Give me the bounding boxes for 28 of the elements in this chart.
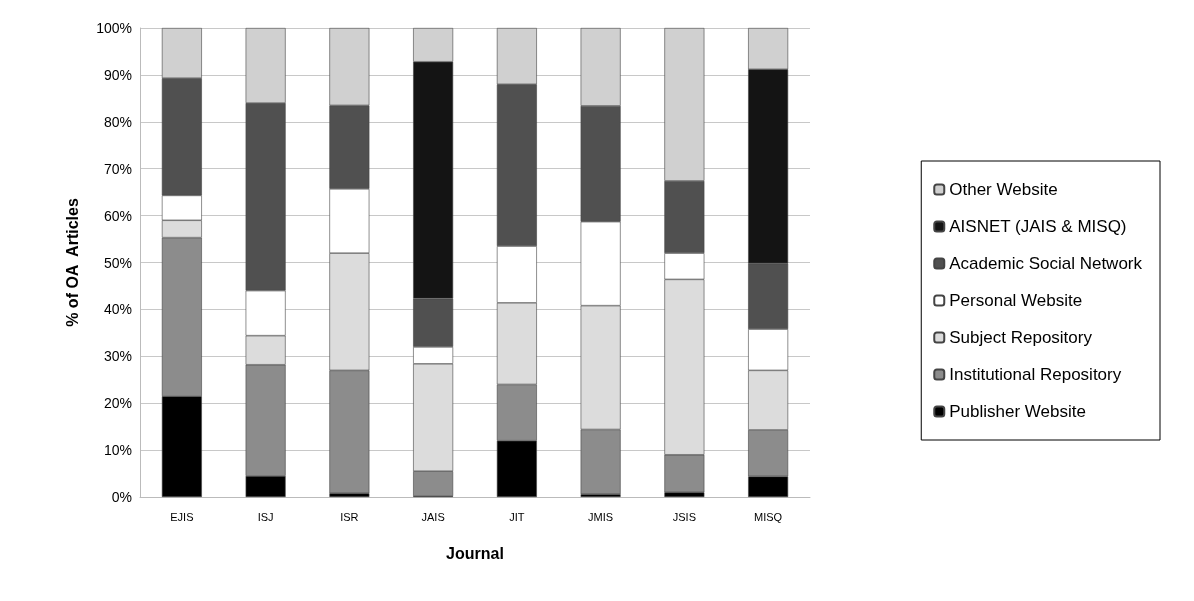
y-tick-label: 50% xyxy=(103,254,132,271)
y-tick-label: 10% xyxy=(103,442,132,459)
x-tick-label: JIT xyxy=(509,510,525,523)
y-tick-label: 40% xyxy=(103,301,132,318)
y-tick-label: 60% xyxy=(103,207,132,224)
x-tick-label: JAIS xyxy=(421,510,445,523)
y-tick-label: 80% xyxy=(103,113,132,130)
legend-label: Publisher Website xyxy=(949,402,1086,421)
x-tick-label: JMIS xyxy=(588,510,614,523)
x-tick-label: ISR xyxy=(340,510,359,523)
y-tick-label: 100% xyxy=(96,20,132,36)
legend-label: AISNET (JAIS & MISQ) xyxy=(949,217,1127,236)
x-tick-label: JSIS xyxy=(672,510,696,523)
y-axis-title: % of OA Articles xyxy=(63,198,81,327)
legend-label: Institutional Repository xyxy=(949,365,1122,384)
x-axis-title: Journal xyxy=(446,544,504,562)
y-tick-label: 90% xyxy=(103,66,132,83)
y-tick-label: 0% xyxy=(111,489,132,505)
x-tick-label: ISJ xyxy=(257,510,274,523)
legend-label: Academic Social Network xyxy=(949,254,1143,273)
y-tick-label: 20% xyxy=(103,395,132,412)
legend-label: Personal Website xyxy=(949,291,1083,310)
legend-label: Subject Repository xyxy=(949,328,1093,347)
x-tick-label: EJIS xyxy=(170,510,194,523)
y-tick-label: 30% xyxy=(103,348,132,365)
x-tick-label: MISQ xyxy=(754,510,783,523)
y-tick-label: 70% xyxy=(103,160,132,177)
legend-label: Other Website xyxy=(949,180,1058,199)
